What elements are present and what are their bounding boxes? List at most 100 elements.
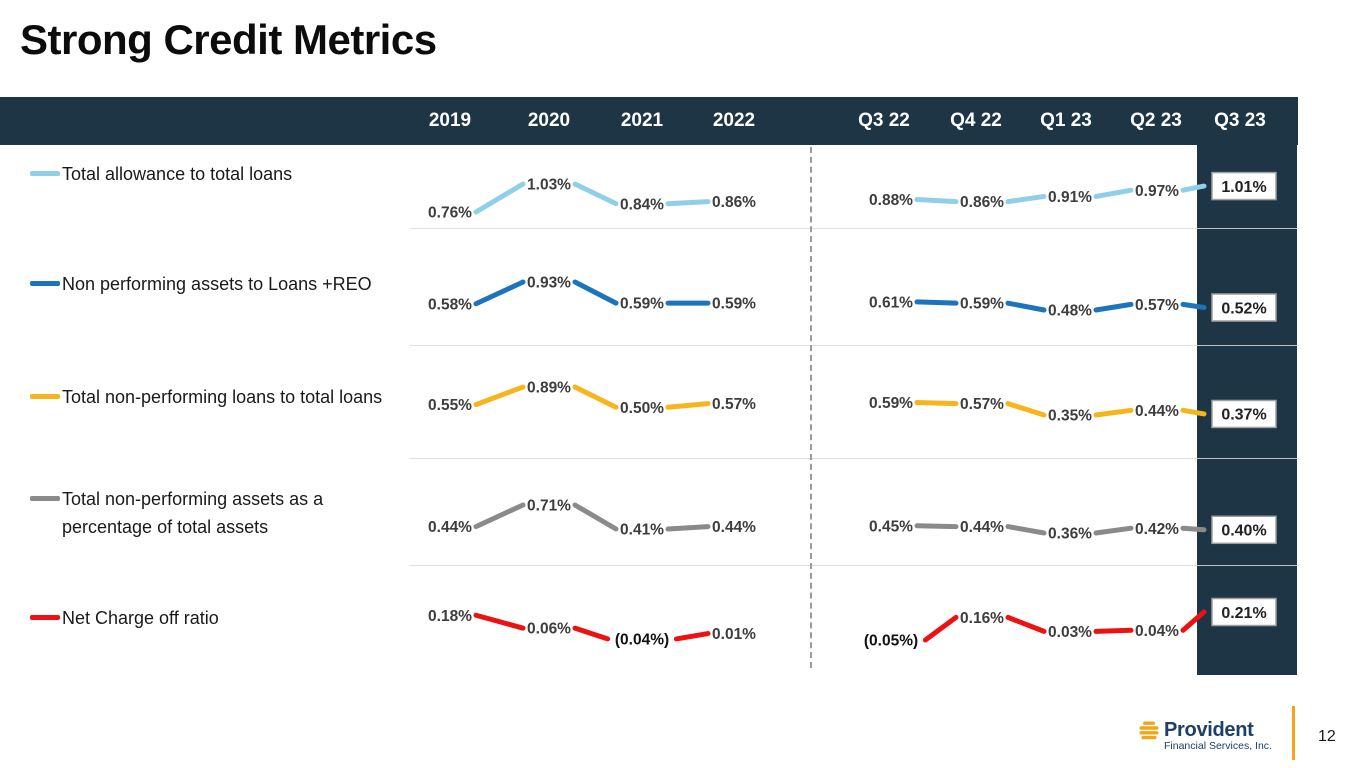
- data-label: 0.57%: [712, 396, 756, 413]
- data-label: 0.59%: [620, 296, 664, 313]
- column-header-2022: 2022: [712, 110, 756, 131]
- column-header-q4-22: Q4 22: [950, 110, 1002, 131]
- data-label: 0.03%: [1048, 624, 1092, 641]
- trend-line-segment: [473, 384, 526, 408]
- data-label: 0.86%: [712, 194, 756, 211]
- data-label: 0.55%: [428, 397, 472, 414]
- table-header-bar: 2019 2020 2021 2022 Q3 22 Q4 22 Q1 23 Q2…: [0, 97, 1298, 145]
- trend-line-segment: [1093, 627, 1134, 634]
- trend-line-segment: [673, 631, 711, 642]
- column-header-2020: 2020: [527, 110, 571, 131]
- data-label: 0.59%: [712, 296, 756, 313]
- legend-item-npa-loans-reo: Non performing assets to Loans +REO: [30, 270, 390, 298]
- data-label: 0.89%: [527, 380, 571, 397]
- data-label: 0.91%: [1048, 189, 1092, 206]
- trend-line-segment: [1093, 301, 1134, 313]
- slide-title: Strong Credit Metrics: [20, 16, 437, 63]
- trend-line-segment: [665, 199, 711, 207]
- data-label: 0.97%: [1135, 183, 1179, 200]
- legend-label: Total non-performing assets as a percent…: [62, 489, 324, 537]
- data-label: 0.93%: [527, 275, 571, 292]
- trend-line-segment: [473, 502, 526, 530]
- data-label: 0.06%: [527, 621, 571, 638]
- row-separator: [410, 565, 1298, 566]
- data-label: 0.59%: [869, 395, 913, 412]
- legend-line-swatch: [30, 615, 60, 620]
- trend-line-segment: [473, 181, 526, 215]
- footer: Provident Financial Services, Inc. 12: [1130, 704, 1350, 762]
- data-label: 0.88%: [869, 192, 913, 209]
- trend-line-segment: [665, 401, 711, 410]
- data-label: 0.01%: [712, 626, 756, 643]
- data-label: 0.57%: [960, 396, 1004, 413]
- trend-line-segment: [572, 625, 611, 642]
- trend-line-segment: [473, 612, 526, 631]
- data-label: 0.18%: [428, 608, 472, 625]
- data-label: 0.45%: [869, 518, 913, 535]
- trend-line-segment: [914, 197, 959, 205]
- trend-line-segment: [914, 523, 959, 530]
- trend-line-segment: [473, 279, 526, 307]
- data-label: 0.44%: [960, 519, 1004, 536]
- legend-line-swatch: [30, 394, 60, 399]
- data-label: 1.03%: [527, 177, 571, 194]
- column-header-2021: 2021: [620, 110, 664, 131]
- trend-line-segment: [1005, 614, 1047, 634]
- data-label: (0.04%): [615, 632, 669, 649]
- data-label: 0.04%: [1135, 623, 1179, 640]
- trend-line-segment: [1005, 193, 1047, 205]
- data-label: (0.05%): [864, 633, 918, 650]
- page-number: 12: [1318, 728, 1336, 745]
- legend-item-npa-total-assets: Total non-performing assets as a percent…: [30, 485, 390, 541]
- current-quarter-highlight-band: [1197, 145, 1297, 675]
- annual-quarterly-divider: [810, 147, 812, 668]
- trend-line-segment: [914, 400, 959, 407]
- trend-line-segment: [1005, 300, 1047, 313]
- data-label: 0.44%: [428, 519, 472, 536]
- trend-line-segment: [1005, 524, 1047, 536]
- column-header-q3-23: Q3 23: [1214, 110, 1266, 131]
- data-label: 0.44%: [1135, 403, 1179, 420]
- legend-line-swatch: [30, 281, 60, 286]
- trend-line-segment: [665, 524, 711, 532]
- row-separator: [410, 228, 1298, 229]
- data-label: 0.44%: [712, 519, 756, 536]
- data-label: 0.71%: [527, 498, 571, 515]
- data-label: 0.84%: [620, 196, 664, 213]
- brand-subtitle: Financial Services, Inc.: [1164, 740, 1272, 752]
- data-label: 0.57%: [1135, 297, 1179, 314]
- trend-line-segment: [922, 614, 959, 643]
- legend-item-npl-total-loans: Total non-performing loans to total loan…: [30, 383, 390, 411]
- legend-item-net-charge-off: Net Charge off ratio: [30, 604, 390, 632]
- brand-logo: Provident Financial Services, Inc.: [1138, 720, 1272, 752]
- data-label: 0.61%: [869, 294, 913, 311]
- data-label: 0.36%: [1048, 526, 1092, 543]
- row-separator: [410, 458, 1298, 459]
- trend-line-segment: [572, 502, 619, 532]
- column-header-2019: 2019: [428, 110, 472, 131]
- footer-divider: [1292, 706, 1295, 760]
- legend-label: Total allowance to total loans: [62, 164, 293, 184]
- data-label: 0.50%: [620, 400, 664, 417]
- legend-line-swatch: [30, 496, 60, 501]
- trend-line-segment: [572, 279, 619, 306]
- data-label: 0.59%: [960, 296, 1004, 313]
- data-label: 0.41%: [620, 522, 664, 539]
- legend-label: Net Charge off ratio: [62, 608, 219, 628]
- data-label: 0.42%: [1135, 521, 1179, 538]
- trend-line-segment: [1093, 187, 1134, 199]
- trend-line-segment: [914, 299, 959, 306]
- trend-line-segment: [1093, 525, 1134, 536]
- trend-line-segment: [1093, 407, 1134, 418]
- trend-line-segment: [572, 384, 619, 410]
- column-header-q2-23: Q2 23: [1130, 110, 1182, 131]
- data-label: 0.48%: [1048, 303, 1092, 320]
- legend-line-swatch: [30, 171, 60, 176]
- data-label: 0.35%: [1048, 408, 1092, 425]
- legend-label: Non performing assets to Loans +REO: [62, 274, 372, 294]
- brand-name: Provident: [1164, 719, 1254, 741]
- data-label: 0.86%: [960, 194, 1004, 211]
- trend-line-segment: [572, 181, 619, 207]
- row-separator: [410, 345, 1298, 346]
